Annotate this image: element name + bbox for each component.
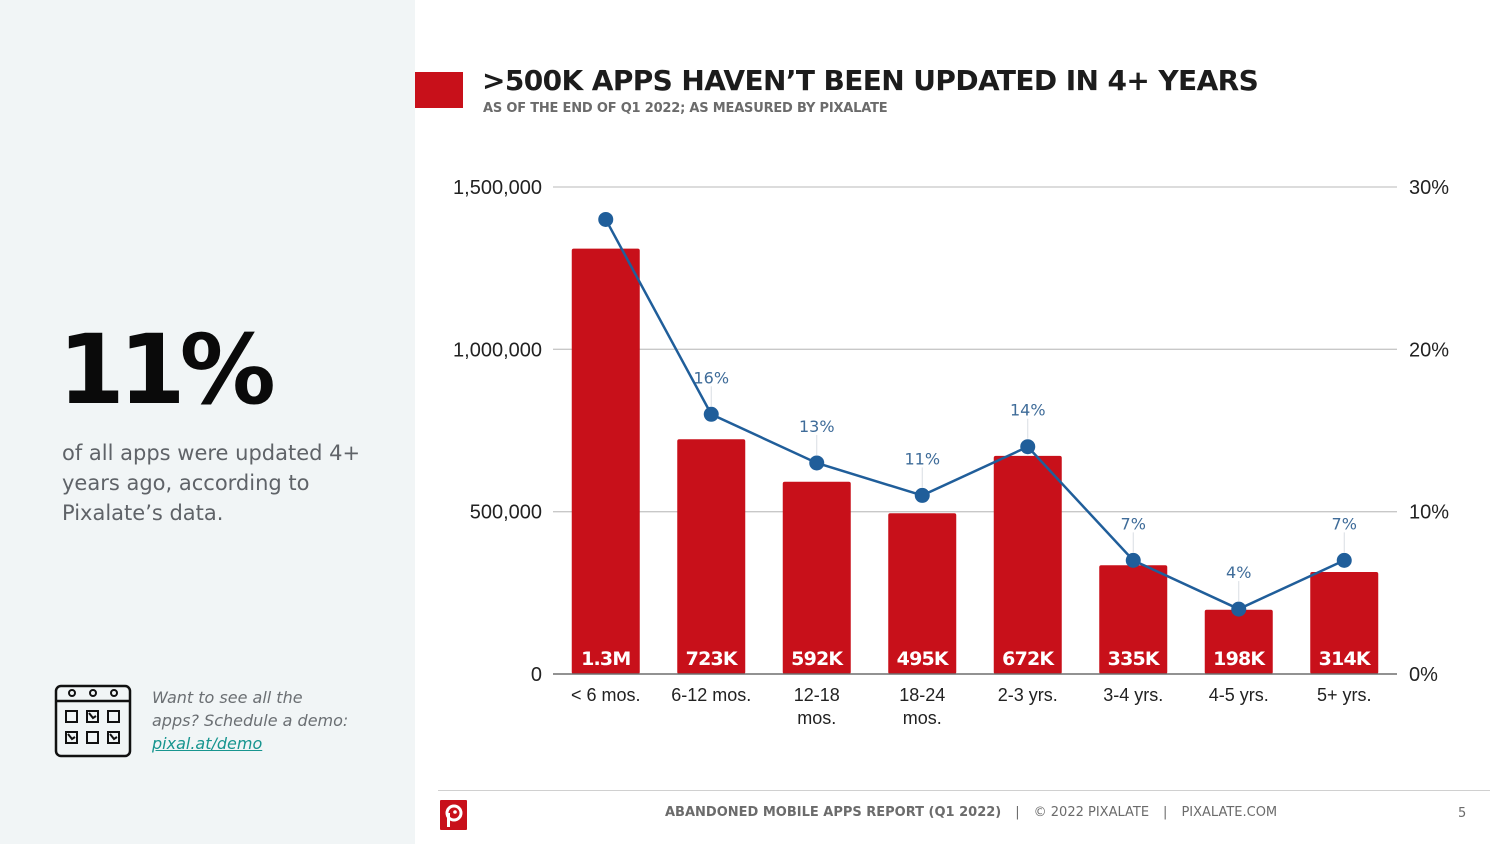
- point-value-label: 7%: [1121, 514, 1146, 533]
- y-tick-label: 500,000: [470, 502, 542, 524]
- title-accent-block: [415, 72, 463, 108]
- x-tick-label: 4-5 yrs.: [1209, 685, 1269, 705]
- bar-value-label: 1.3M: [581, 648, 630, 670]
- bar: [571, 248, 640, 675]
- y2-tick-label: 0%: [1409, 664, 1438, 686]
- y-tick-label: 0: [531, 664, 542, 686]
- x-tick-label: 5+ yrs.: [1317, 685, 1372, 705]
- point-value-label: 4%: [1226, 563, 1251, 582]
- x-tick-label: mos.: [903, 708, 942, 728]
- demo-cta-label: Want to see all the apps? Schedule a dem…: [152, 688, 349, 730]
- footer-report-name: ABANDONED MOBILE APPS REPORT (Q1 2022): [665, 805, 1002, 820]
- bar: [677, 439, 746, 674]
- share-line: [604, 218, 1345, 611]
- y2-tick-label: 10%: [1409, 502, 1449, 524]
- line-point: [1336, 552, 1352, 568]
- bar-value-label: 335K: [1108, 648, 1161, 670]
- key-stat: 11%: [58, 314, 276, 426]
- footer-separator: |: [1163, 805, 1168, 820]
- y-tick-label: 1,000,000: [453, 339, 542, 361]
- bar-value-label: 672K: [1002, 648, 1055, 670]
- line-point: [598, 211, 614, 227]
- calendar-icon: [54, 684, 132, 758]
- footer-text: ABANDONED MOBILE APPS REPORT (Q1 2022) | ©…: [665, 805, 1277, 820]
- line-point: [1020, 439, 1036, 455]
- footer-copyright: © 2022 PIXALATE: [1033, 805, 1150, 820]
- y-tick-label: 1,500,000: [453, 177, 542, 199]
- line-point: [1125, 552, 1141, 568]
- bar: [782, 481, 851, 674]
- bar-value-label: 495K: [897, 648, 950, 670]
- footer-site-link[interactable]: PIXALATE.COM: [1181, 805, 1278, 820]
- point-value-label: 11%: [904, 449, 940, 468]
- y2-tick-label: 30%: [1409, 177, 1449, 199]
- bar-value-label: 198K: [1213, 648, 1266, 670]
- point-value-label: 13%: [799, 417, 835, 436]
- pixalate-logo-icon: [440, 800, 467, 830]
- key-stat-description: of all apps were updated 4+ years ago, a…: [62, 441, 361, 525]
- x-tick-label: 2-3 yrs.: [998, 685, 1058, 705]
- bar: [993, 455, 1062, 674]
- footer-divider: [438, 790, 1490, 791]
- point-value-label: 7%: [1332, 514, 1357, 533]
- chart-title: >500K APPS HAVEN’T BEEN UPDATED IN 4+ YE…: [482, 64, 1259, 97]
- bar-value-label: 592K: [791, 648, 844, 670]
- x-tick-label: mos.: [797, 708, 836, 728]
- x-tick-label: 3-4 yrs.: [1103, 685, 1163, 705]
- point-value-label: 14%: [1010, 401, 1046, 420]
- bar: [1310, 572, 1379, 674]
- left-panel: 11% of all apps were updated 4+ years ag…: [0, 0, 415, 844]
- x-tick-label: < 6 mos.: [571, 685, 641, 705]
- x-tick-label: 6-12 mos.: [671, 685, 751, 705]
- line-point: [914, 487, 930, 503]
- bar: [1099, 565, 1168, 674]
- x-tick-label: 18-24: [899, 685, 945, 705]
- line-point: [1231, 601, 1247, 617]
- footer-separator: |: [1015, 805, 1020, 820]
- bar-value-label: 723K: [686, 648, 739, 670]
- page-number: 5: [1458, 806, 1467, 821]
- demo-cta: Want to see all the apps? Schedule a dem…: [54, 684, 384, 760]
- x-tick-label: 12-18: [794, 685, 840, 705]
- bar-value-label: 314K: [1319, 648, 1372, 670]
- point-value-label: 16%: [693, 368, 729, 387]
- demo-cta-text: Want to see all the apps? Schedule a dem…: [152, 686, 352, 755]
- line-point: [703, 406, 719, 422]
- line-point: [809, 455, 825, 471]
- y2-tick-label: 20%: [1409, 339, 1449, 361]
- bar: [888, 513, 957, 674]
- bar: [1204, 609, 1273, 674]
- demo-link[interactable]: pixal.at/demo: [152, 734, 263, 753]
- chart-subtitle: AS OF THE END OF Q1 2022; AS MEASURED BY…: [483, 101, 888, 116]
